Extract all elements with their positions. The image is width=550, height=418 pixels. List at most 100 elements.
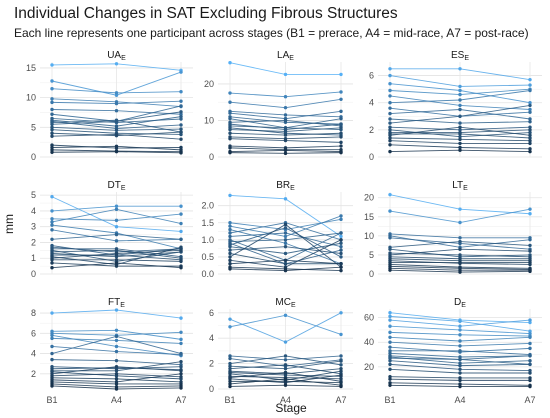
data-point (283, 234, 288, 239)
data-point (228, 61, 232, 65)
data-point (50, 134, 54, 138)
data-point (114, 382, 119, 386)
data-point (339, 363, 343, 367)
data-point (339, 332, 343, 337)
data-point (528, 335, 532, 340)
data-point (114, 207, 119, 212)
data-point (228, 258, 232, 263)
data-point (339, 255, 343, 259)
data-point (339, 90, 343, 94)
data-point (179, 316, 183, 320)
y-tick-label: 10 (204, 115, 214, 125)
data-point (458, 384, 462, 389)
data-point (50, 145, 54, 150)
data-point (228, 251, 232, 256)
data-point (228, 354, 232, 358)
panel-title: ESE (451, 50, 469, 62)
x-tick-label: A4 (454, 395, 465, 405)
data-point (179, 237, 183, 242)
x-tick-label: A4 (280, 395, 291, 405)
data-point (114, 334, 119, 339)
data-point (228, 146, 232, 150)
data-point (458, 376, 462, 380)
data-point (283, 151, 288, 156)
data-point (458, 363, 462, 368)
data-point (228, 227, 232, 232)
data-point (114, 344, 119, 349)
data-point (388, 121, 392, 125)
data-point (179, 151, 183, 155)
data-point (114, 91, 119, 95)
data-point (50, 148, 54, 152)
data-point (339, 373, 343, 377)
data-point (528, 384, 532, 389)
data-point (114, 232, 119, 237)
data-point (114, 204, 119, 208)
data-point (528, 378, 532, 383)
data-point (388, 67, 392, 71)
data-point (114, 328, 119, 332)
data-point (458, 132, 462, 136)
data-point (388, 374, 392, 379)
data-point (339, 238, 343, 242)
data-point (179, 330, 183, 334)
data-point (458, 371, 462, 375)
data-point (388, 82, 392, 86)
y-tick-label: 6 (209, 308, 214, 318)
data-point (179, 204, 183, 208)
data-point (179, 110, 183, 114)
data-point (179, 386, 183, 390)
data-point (283, 358, 288, 362)
data-point (339, 369, 343, 373)
data-point (50, 143, 54, 147)
data-point (114, 108, 119, 113)
data-point (228, 356, 232, 361)
y-tick-label: 2 (369, 125, 374, 135)
data-point (114, 239, 119, 243)
y-tick-label: 15 (26, 63, 36, 73)
data-point (283, 95, 288, 99)
data-point (388, 101, 392, 105)
data-point (339, 251, 343, 256)
data-point (388, 143, 392, 147)
data-point (114, 308, 119, 312)
y-tick-label: 20 (364, 362, 374, 372)
data-point (388, 335, 392, 340)
data-point (339, 122, 343, 126)
data-point (339, 262, 343, 266)
y-tick-label: 10 (364, 231, 374, 241)
data-point (458, 319, 462, 324)
data-point (283, 226, 288, 230)
panel-ft: FTE 2 4 6 8 B1 A4 A7 (31, 297, 193, 405)
data-point (228, 100, 232, 104)
data-point (50, 125, 54, 130)
data-point (179, 70, 183, 74)
data-point (528, 83, 532, 87)
data-point (388, 340, 392, 344)
y-tick-label: 2 (31, 237, 36, 247)
data-point (228, 150, 232, 155)
chart-subtitle: Each line represents one participant acr… (14, 26, 529, 40)
data-point (228, 384, 232, 389)
data-point (228, 262, 232, 266)
data-point (388, 324, 392, 328)
data-point (458, 260, 462, 265)
panel-title: UAE (107, 50, 126, 62)
data-point (388, 345, 392, 349)
data-point (179, 337, 183, 342)
panel-title: LTE (452, 180, 468, 192)
data-point (339, 241, 343, 245)
data-point (528, 354, 532, 358)
panel-title: FTE (108, 297, 125, 309)
data-point (458, 84, 462, 89)
data-point (388, 209, 392, 213)
data-point (50, 265, 54, 270)
data-point (528, 120, 532, 124)
x-tick-label: B1 (384, 395, 395, 405)
data-point (528, 346, 532, 351)
data-point (228, 127, 232, 132)
x-tick-label: B1 (224, 395, 235, 405)
data-point (458, 333, 462, 337)
data-point (50, 122, 54, 127)
data-point (528, 117, 532, 121)
